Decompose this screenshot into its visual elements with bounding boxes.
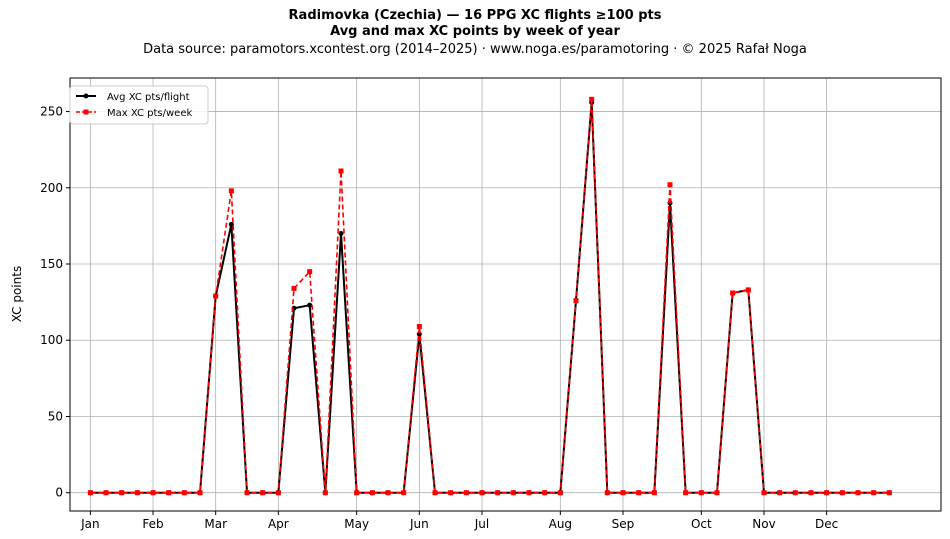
max-point [636, 490, 642, 496]
max-point [777, 490, 783, 496]
avg-point [667, 200, 673, 206]
x-tick-label: Oct [691, 517, 712, 531]
max-point [557, 490, 563, 496]
max-point [667, 182, 673, 188]
grid-lines [70, 78, 941, 511]
chart-subtitle: Avg and max XC points by week of year [330, 24, 620, 39]
x-tick-label: Sep [612, 517, 635, 531]
max-point [432, 490, 438, 496]
max-point [134, 490, 140, 496]
max-point [839, 490, 845, 496]
max-point [260, 490, 266, 496]
y-tick-label: 250 [40, 105, 63, 119]
max-point [275, 490, 281, 496]
max-point [181, 490, 187, 496]
max-point [792, 490, 798, 496]
max-point [448, 490, 454, 496]
x-tick-label: Apr [268, 517, 289, 531]
chart-title: Radimovka (Czechia) — 16 PPG XC flights … [288, 8, 662, 23]
x-tick-label: May [344, 517, 369, 531]
avg-point [338, 231, 344, 237]
max-point [401, 490, 407, 496]
max-point [338, 168, 344, 174]
max-point [604, 490, 610, 496]
max-point [479, 490, 485, 496]
max-point [855, 490, 861, 496]
max-point [871, 490, 877, 496]
avg-point [307, 302, 313, 308]
max-point [714, 490, 720, 496]
max-point [651, 490, 657, 496]
max-point [761, 490, 767, 496]
x-tick-label: Feb [142, 517, 163, 531]
series-line-max [90, 98, 890, 494]
max-point [416, 324, 422, 330]
y-axis-ticks: 0 50 100 150 200 250 [40, 105, 70, 500]
x-tick-label: Jun [409, 517, 429, 531]
max-point [745, 287, 751, 293]
max-point [463, 490, 469, 496]
max-point [620, 490, 626, 496]
max-point [542, 490, 548, 496]
max-point [307, 269, 313, 275]
max-point [322, 490, 328, 496]
series-layer [87, 96, 892, 496]
y-axis-label: XC points [10, 266, 24, 322]
max-point [150, 490, 156, 496]
legend-max-label: Max XC pts/week [107, 108, 192, 119]
legend-avg-marker [83, 93, 89, 99]
y-tick-label: 150 [40, 257, 63, 271]
legend-box [69, 85, 209, 125]
legend-avg-label: Avg XC pts/flight [107, 92, 190, 103]
y-tick-label: 100 [40, 333, 63, 347]
x-tick-label: Nov [752, 517, 775, 531]
max-point [698, 490, 704, 496]
max-point [510, 490, 516, 496]
max-point [87, 490, 93, 496]
series-line-avg [90, 101, 890, 494]
max-point [354, 490, 360, 496]
max-point [228, 188, 234, 194]
x-axis-ticks: Jan Feb Mar Apr May Jun Jul Aug Sep Oct Nov Dec [80, 511, 838, 531]
legend-max-marker [83, 109, 89, 115]
x-tick-label: Aug [549, 517, 572, 531]
max-point [526, 490, 532, 496]
max-point [244, 490, 250, 496]
y-tick-label: 50 [48, 409, 63, 423]
max-point [385, 490, 391, 496]
x-tick-label: Jan [80, 517, 100, 531]
y-tick-label: 200 [40, 181, 63, 195]
max-point [886, 490, 892, 496]
axes-frame [69, 77, 942, 512]
chart-source-note: Data source: paramotors.xcontest.org (20… [143, 42, 807, 57]
max-point [291, 285, 297, 291]
x-tick-label: Mar [204, 517, 227, 531]
max-point [369, 490, 375, 496]
x-tick-label: Dec [815, 517, 838, 531]
max-point [197, 490, 203, 496]
max-point [683, 490, 689, 496]
max-point [730, 290, 736, 296]
max-point [119, 490, 125, 496]
legend: Avg XC pts/flight Max XC pts/week [69, 85, 209, 125]
y-tick-label: 0 [55, 486, 63, 500]
max-point [589, 96, 595, 102]
max-point [103, 490, 109, 496]
max-point [808, 490, 814, 496]
max-point [213, 293, 219, 299]
max-point [166, 490, 172, 496]
max-point [573, 298, 579, 304]
max-point [495, 490, 501, 496]
max-point [824, 490, 830, 496]
x-tick-label: Jul [474, 517, 489, 531]
